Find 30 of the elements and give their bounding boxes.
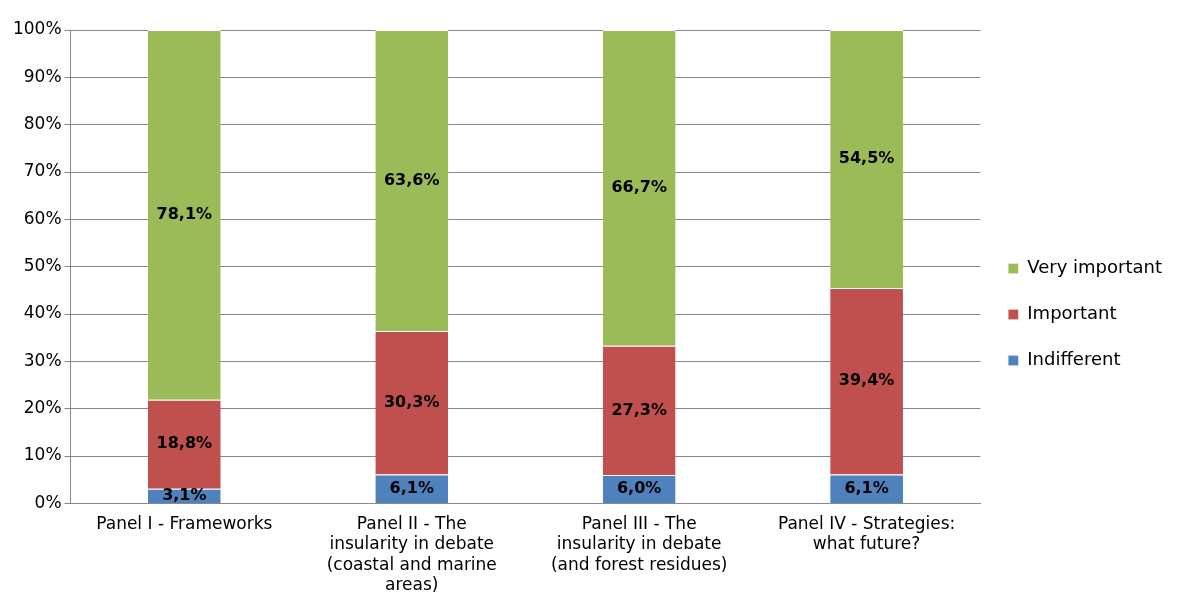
x-tick-label: Panel II - The insularity in debate (coastal and marine areas) — [326, 513, 497, 595]
y-tick-label: 50% — [23, 255, 62, 276]
data-label: 18,8% — [156, 433, 213, 453]
x-tick-label: Panel III - The insularity in debate (and forest residues) — [550, 513, 728, 574]
data-label: 54,5% — [838, 148, 895, 168]
data-label: 3,1% — [162, 484, 207, 504]
y-tick-label: 100% — [12, 18, 62, 39]
y-tick-label: 70% — [23, 160, 62, 181]
data-label: 6,1% — [844, 477, 889, 497]
legend-label: Very important — [1027, 256, 1163, 278]
y-tick-label: 60% — [23, 207, 62, 228]
x-tick-label: Panel IV - Strategies: what future? — [777, 513, 956, 554]
data-label: 66,7% — [611, 177, 667, 197]
data-label: 6,0% — [616, 478, 662, 498]
y-tick-label: 30% — [23, 349, 62, 370]
data-label: 63,6% — [383, 169, 440, 189]
y-tick-label: 0% — [34, 491, 62, 512]
data-label: 78,1% — [156, 204, 213, 224]
data-label: 6,1% — [389, 477, 434, 497]
legend-label: Indifferent — [1027, 348, 1121, 370]
y-tick-label: 40% — [23, 302, 62, 323]
y-tick-label: 80% — [23, 113, 62, 134]
y-tick-label: 90% — [23, 65, 62, 86]
x-tick-label: Panel I - Frameworks — [96, 513, 273, 534]
y-tick-label: 20% — [23, 397, 62, 418]
data-label: 27,3% — [611, 399, 667, 419]
data-label: 39,4% — [838, 370, 895, 390]
data-label: 30,3% — [383, 391, 440, 411]
y-tick-label: 10% — [23, 444, 62, 465]
legend-label: Important — [1027, 302, 1117, 324]
